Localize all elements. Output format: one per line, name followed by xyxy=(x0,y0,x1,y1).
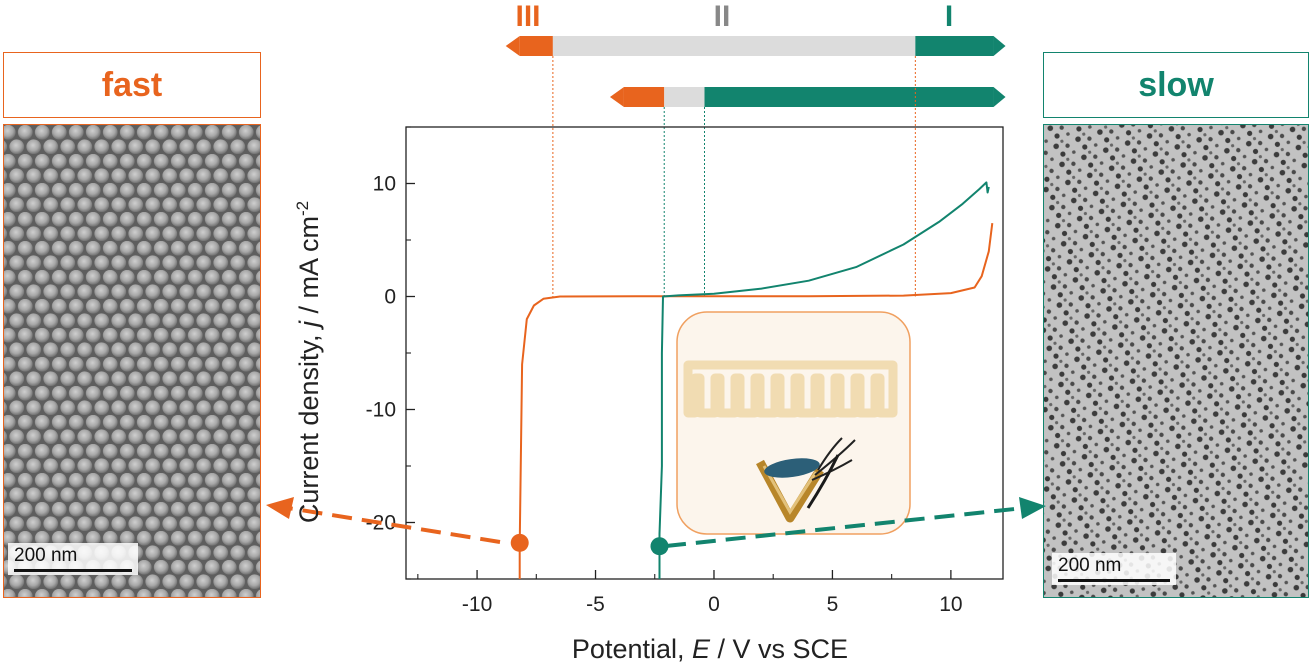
regime-guides xyxy=(552,56,916,297)
data-marker-2 xyxy=(650,537,669,556)
x-tick-label: -10 xyxy=(462,593,492,616)
regime-bar-1-left-arrow xyxy=(505,36,520,56)
scale-bar-fast: 200 nm xyxy=(8,543,138,575)
regime-bar-2-segment-2 xyxy=(664,87,705,107)
regime-bar-1-right-arrow xyxy=(993,36,1006,56)
y-tick-label: -10 xyxy=(366,399,396,422)
dip-pen-icon xyxy=(756,437,856,523)
inset-illustration xyxy=(676,311,911,535)
x-tick-label: 10 xyxy=(939,593,962,616)
scale-bar-fast-text: 200 nm xyxy=(14,545,78,566)
arrowhead-slow xyxy=(1019,497,1046,519)
data-series xyxy=(518,181,994,579)
fast-label-text: fast xyxy=(101,65,163,104)
scale-bar-slow: 200 nm xyxy=(1052,553,1176,585)
y-axis-title: Current density, j / mA cm-2 xyxy=(293,201,324,523)
arrow-to-fast xyxy=(287,506,501,544)
x-axis-title: Potential, E / V vs SCE xyxy=(572,634,848,664)
porous-template-icon xyxy=(683,360,898,418)
link-arrows xyxy=(266,497,1046,548)
regime-bar-1-segment-3 xyxy=(915,36,994,56)
data-marker-1 xyxy=(510,533,529,552)
regime-bars xyxy=(505,36,1006,107)
series-line-2 xyxy=(658,181,990,579)
regime-bar-1-segment-1 xyxy=(519,36,553,56)
regime-label-ii: II xyxy=(714,0,731,33)
y-tick-label: 10 xyxy=(373,173,396,196)
sem-micrograph-particles-icon xyxy=(4,125,260,597)
x-tick-label: 5 xyxy=(827,593,839,616)
slow-label: slow xyxy=(1043,52,1309,118)
sem-image-slow: 200 nm xyxy=(1043,124,1309,598)
slow-label-text: slow xyxy=(1138,65,1214,104)
regime-bar-2-left-arrow xyxy=(609,87,624,107)
fast-label: fast xyxy=(3,52,261,118)
regime-bar-2-segment-3 xyxy=(704,87,994,107)
sem-micrograph-pores-icon xyxy=(1044,125,1308,597)
regime-bar-2-segment-1 xyxy=(623,87,665,107)
scale-bar-slow-text: 200 nm xyxy=(1058,555,1122,576)
y-tick-label: 0 xyxy=(384,286,396,309)
arrow-to-slow xyxy=(665,506,1025,548)
sem-image-fast: 200 nm xyxy=(3,124,261,598)
regime-label-iii: III xyxy=(515,0,540,33)
x-tick-label: -5 xyxy=(586,593,605,616)
regime-bar-2-right-arrow xyxy=(993,87,1006,107)
regime-bar-1-segment-2 xyxy=(552,36,916,56)
regime-label-i: I xyxy=(945,0,953,33)
arrowhead-fast xyxy=(266,497,294,519)
data-markers xyxy=(510,533,669,556)
x-tick-label: 0 xyxy=(708,593,720,616)
